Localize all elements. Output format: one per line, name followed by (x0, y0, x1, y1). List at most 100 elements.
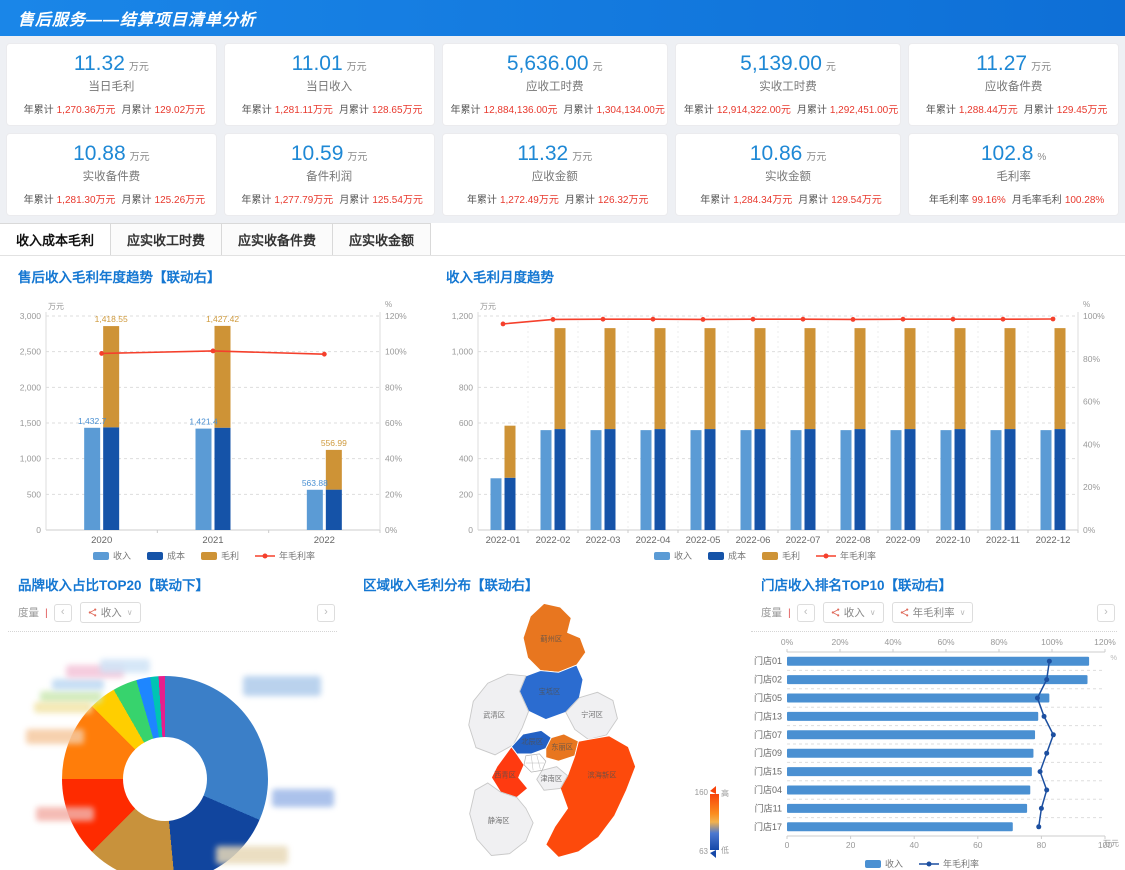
blurred-brand-label (243, 676, 321, 696)
svg-text:门店11: 门店11 (755, 802, 782, 813)
kpi-value-row: 5,139.00 元 (678, 52, 898, 76)
svg-text:门店02: 门店02 (754, 674, 782, 685)
blurred-brand-label (34, 702, 92, 713)
svg-text:200: 200 (459, 489, 473, 499)
svg-text:收入: 收入 (113, 550, 131, 561)
map-district-宁河区[interactable] (565, 691, 618, 740)
svg-text:500: 500 (27, 489, 41, 499)
svg-text:宁河区: 宁河区 (581, 710, 603, 719)
kpi-label: 实收工时费 (759, 81, 817, 93)
tab-应实收金额[interactable]: 应实收金额 (332, 223, 432, 255)
map-district-静海区[interactable] (469, 782, 534, 856)
next-button[interactable]: › (1097, 603, 1115, 622)
svg-text:成本: 成本 (167, 550, 185, 561)
tab-应实收备件费[interactable]: 应实收备件费 (221, 223, 334, 255)
svg-text:年毛利率: 年毛利率 (943, 858, 979, 869)
measure-dropdown[interactable]: 收入 ∨ (79, 602, 141, 623)
legend-item-收入[interactable]: 收入 (93, 550, 131, 561)
kpi-value-row: 11.27 万元 (911, 52, 1116, 76)
legend-item-年毛利率[interactable]: 年毛利率 (919, 858, 979, 869)
kpi-stat-label: 月累计 (563, 105, 594, 116)
legend-item-成本[interactable]: 成本 (708, 550, 746, 561)
svg-text:600: 600 (459, 418, 473, 428)
tab-收入成本毛利[interactable]: 收入成本毛利 (0, 223, 112, 255)
kpi-stat-value: 99.16% (971, 195, 1006, 206)
kpi-stats: 年毛利率 99.16% 月毛率毛利 100.28% (911, 191, 1116, 206)
map-district-武清区[interactable] (468, 673, 530, 756)
svg-text:60%: 60% (1083, 397, 1100, 407)
kpi-card: 10.88 万元 实收备件费 年累计 1,281.30万元 月累计 125.26万元 (6, 133, 217, 216)
svg-text:2022-09: 2022-09 (886, 535, 921, 546)
kpi-stat-value: 125.54万元 (372, 195, 423, 206)
prev-button[interactable]: ‹ (53, 603, 72, 622)
svg-text:40: 40 (909, 840, 919, 850)
store-chart-title: 门店收入排名TOP10【联动右】 (761, 578, 953, 593)
kpi-stats: 年累计 1,277.79万元 月累计 125.54万元 (227, 191, 432, 206)
tab-应实收工时费[interactable]: 应实收工时费 (110, 223, 223, 255)
kpi-stats: 年累计 1,284.34万元 月累计 129.54万元 (678, 191, 898, 206)
kpi-stat-value: 1,284.34万元 (733, 195, 793, 206)
kpi-stat-value: 129.54万元 (831, 195, 882, 206)
svg-text:门店01: 门店01 (754, 655, 782, 666)
separator: | (788, 606, 791, 619)
brand-donut-chart[interactable] (62, 676, 268, 870)
kpi-value: 11.27 (976, 52, 1028, 75)
svg-text:2022-12: 2022-12 (1036, 535, 1071, 546)
svg-text:西青区: 西青区 (494, 771, 516, 780)
svg-text:万元: 万元 (480, 302, 496, 311)
svg-text:滨海新区: 滨海新区 (588, 771, 617, 780)
prev-button[interactable]: ‹ (796, 603, 815, 622)
measure-dropdown[interactable]: 收入 ∨ (822, 602, 884, 623)
svg-text:60: 60 (973, 840, 983, 850)
legend-item-毛利[interactable]: 毛利 (201, 550, 239, 561)
annual-trend-chart[interactable]: 0 500 1,000 1,500 2,000 2,500 3,000 0% 20% 40% 60%… (0, 290, 428, 564)
charts-row-bottom: 品牌收入占比TOP20【联动下】 度量 | ‹ 收入 ∨ › 区域收入毛利分布【联动右】 (0, 564, 1125, 870)
svg-text:2,000: 2,000 (20, 382, 42, 392)
svg-text:100%: 100% (1083, 311, 1105, 321)
svg-text:万元: 万元 (1103, 839, 1119, 848)
panel-brand-share: 品牌收入占比TOP20【联动下】 度量 | ‹ 收入 ∨ › (0, 564, 345, 870)
blurred-brand-label (100, 659, 150, 673)
brand-chart-title: 品牌收入占比TOP20【联动下】 (18, 578, 210, 593)
legend-item-收入[interactable]: 收入 (865, 858, 903, 869)
map-district-滨海新区[interactable] (545, 735, 637, 858)
svg-text:%: % (1083, 300, 1090, 309)
svg-text:2022-04: 2022-04 (636, 535, 671, 546)
panel-store-rank: 门店收入排名TOP10【联动右】 度量 | ‹ 收入 ∨ 年毛利率 ∨ › 0% 20% 40% 6… (743, 564, 1125, 870)
kpi-section: 11.32 万元 当日毛利 年累计 1,270.36万元 月累计 129.02万元 11.01… (0, 36, 1125, 223)
measure-dropdown-label: 收入 (843, 607, 865, 619)
legend-item-年毛利率[interactable]: 年毛利率 (255, 550, 315, 561)
legend-item-收入[interactable]: 收入 (654, 550, 692, 561)
divider (751, 631, 1117, 632)
panel-monthly-trend: 收入毛利月度趋势 0 200 400 600 800 1,000 1,200 0% 20% 40%… (428, 256, 1125, 564)
kpi-stat-value: 1,304,134.00元 (596, 105, 665, 116)
blurred-brand-label (26, 729, 84, 744)
next-button[interactable]: › (317, 603, 335, 622)
monthly-trend-chart[interactable]: 0 200 400 600 800 1,000 1,200 0% 20% 40% 60% 80% 100… (428, 290, 1122, 564)
separator: | (45, 606, 48, 619)
chevron-down-icon: ∨ (869, 608, 876, 617)
svg-text:东丽区: 东丽区 (551, 742, 573, 751)
map-district-西青区[interactable] (490, 745, 529, 798)
svg-text:0%: 0% (385, 525, 398, 535)
blurred-brand-label (40, 691, 102, 703)
svg-text:宝坻区: 宝坻区 (539, 687, 561, 696)
svg-text:收入: 收入 (674, 550, 692, 561)
legend-item-成本[interactable]: 成本 (147, 550, 185, 561)
legend-item-毛利[interactable]: 毛利 (762, 550, 800, 561)
scale-min: 63 (699, 847, 708, 856)
kpi-unit: 元 (825, 62, 836, 73)
kpi-value-row: 11.32 万元 (9, 52, 214, 76)
measure-dropdown[interactable]: 年毛利率 ∨ (891, 602, 974, 623)
kpi-unit: 万元 (1031, 62, 1052, 73)
svg-text:2022-03: 2022-03 (586, 535, 621, 546)
blurred-brand-label (216, 846, 288, 864)
svg-text:1,418.55: 1,418.55 (95, 314, 128, 324)
kpi-value: 5,636.00 (506, 52, 589, 75)
svg-text:%: % (1110, 653, 1117, 662)
legend-item-年毛利率[interactable]: 年毛利率 (816, 550, 876, 561)
kpi-stats: 年累计 1,281.11万元 月累计 128.65万元 (227, 101, 432, 116)
map-district-津南区[interactable] (536, 766, 569, 791)
